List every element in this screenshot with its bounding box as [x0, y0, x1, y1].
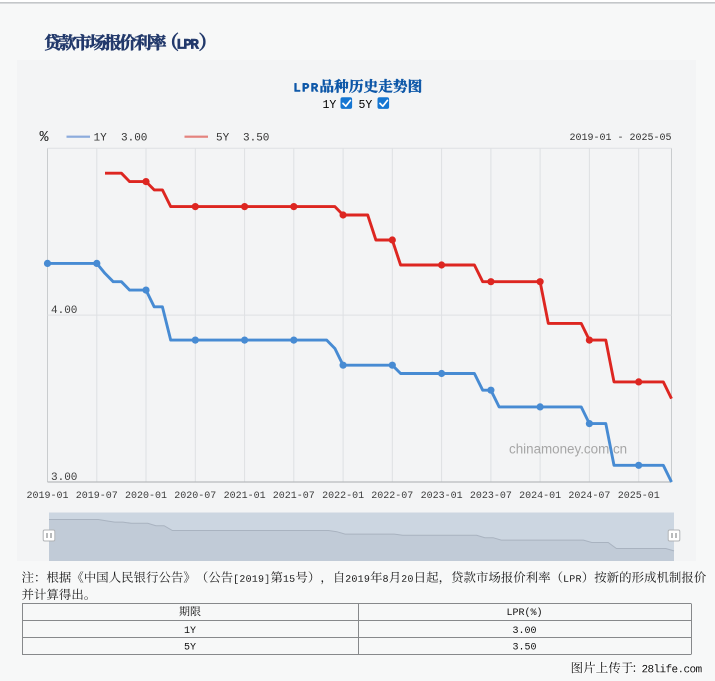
- svg-text:3.50: 3.50: [512, 642, 536, 653]
- svg-text:2023-01: 2023-01: [421, 491, 463, 502]
- svg-text:3.00: 3.00: [121, 133, 147, 145]
- svg-text:1Y: 1Y: [184, 626, 196, 637]
- svg-text:2020-07: 2020-07: [174, 491, 216, 502]
- svg-text:2019-07: 2019-07: [76, 491, 118, 502]
- svg-text:2019-01 - 2025-05: 2019-01 - 2025-05: [569, 133, 671, 144]
- svg-text:LPR(%): LPR(%): [506, 607, 542, 619]
- svg-text:2025-01: 2025-01: [618, 491, 660, 502]
- svg-text:3.50: 3.50: [243, 133, 269, 145]
- svg-text:%: %: [40, 129, 50, 146]
- svg-text:chinamoney.com.cn: chinamoney.com.cn: [509, 442, 627, 457]
- svg-text:3.00: 3.00: [51, 472, 77, 484]
- svg-text:5Y: 5Y: [359, 99, 373, 112]
- svg-text:2020-01: 2020-01: [125, 491, 167, 502]
- svg-text:2023-07: 2023-07: [470, 491, 512, 502]
- svg-text:2019-01: 2019-01: [26, 491, 68, 502]
- svg-text:2022-01: 2022-01: [322, 491, 364, 502]
- svg-text:2024-01: 2024-01: [519, 491, 561, 502]
- svg-text:5Y: 5Y: [216, 133, 230, 145]
- svg-text:2024-07: 2024-07: [568, 491, 610, 502]
- svg-text:5Y: 5Y: [184, 642, 196, 653]
- svg-text:2022-07: 2022-07: [371, 491, 413, 502]
- svg-text:4.00: 4.00: [51, 305, 77, 317]
- svg-text:2021-01: 2021-01: [224, 491, 266, 502]
- svg-text:2021-07: 2021-07: [273, 491, 315, 502]
- svg-text:3.00: 3.00: [512, 626, 536, 637]
- svg-text:1Y: 1Y: [323, 99, 337, 112]
- svg-text:1Y: 1Y: [94, 133, 108, 145]
